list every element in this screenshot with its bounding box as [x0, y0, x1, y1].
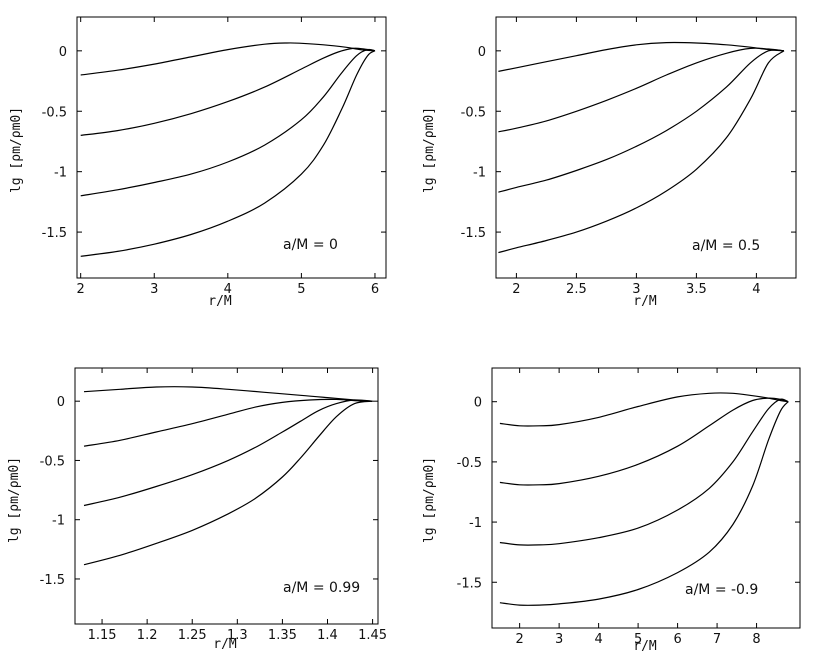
x-tick-label: 3	[150, 282, 158, 297]
x-tick-label: 5	[297, 282, 305, 297]
y-tick-label: 0	[57, 395, 65, 410]
y-tick-label: -0.5	[457, 456, 482, 471]
x-tick-label: 1.2	[137, 628, 158, 643]
y-tick-label: -1.5	[461, 226, 486, 241]
x-tick-label: 4	[224, 282, 232, 297]
density-curve-2	[498, 47, 785, 133]
x-axis-title: r/M	[633, 294, 657, 309]
density-curve-2	[499, 397, 789, 486]
y-tick-label: -1	[54, 166, 67, 181]
y-tick-label: -1	[473, 166, 486, 181]
y-axis-title: lg [ρm/ρm0]	[422, 107, 437, 193]
chart-panel-3: 1.15 1.2 1.25 1.3 1.35 1.4 1.45 0 -0.5 -1 -1.5 r/M l…	[7, 367, 387, 652]
y-axis-title: lg [ρm/ρm0]	[422, 457, 437, 543]
x-tick-label: 3	[632, 282, 640, 297]
density-curve-3	[499, 398, 789, 546]
x-tick-label: 5	[634, 632, 642, 647]
plot-frame	[495, 16, 797, 279]
y-tick-label: -1.5	[457, 576, 482, 591]
y-tick-label: 0	[478, 45, 486, 60]
density-curve-1	[80, 42, 376, 76]
x-axis-title: r/M	[208, 294, 232, 309]
x-tick-label: 3.5	[686, 282, 707, 297]
x-tick-label: 4	[752, 282, 760, 297]
y-tick-label: -1	[52, 514, 65, 529]
x-tick-label: 4	[594, 632, 602, 647]
x-tick-label: 1.45	[358, 628, 387, 643]
x-tick-label: 8	[752, 632, 760, 647]
y-tick-label: -1.5	[40, 573, 65, 588]
y-tick-label: 0	[59, 45, 67, 60]
y-tick-label: -1.5	[42, 226, 67, 241]
x-tick-label: 2	[516, 632, 524, 647]
x-tick-label: 2.5	[566, 282, 587, 297]
x-tick-label: 2	[77, 282, 85, 297]
y-tick-label: 0	[474, 396, 482, 411]
density-curve-1	[83, 386, 373, 402]
x-tick-label: 2	[512, 282, 520, 297]
plot-frame	[74, 367, 379, 625]
x-tick-label: 6	[673, 632, 681, 647]
plot-frame	[491, 367, 801, 629]
density-curve-3	[498, 49, 785, 193]
density-curve-4	[83, 400, 373, 566]
x-axis-title: r/M	[213, 637, 237, 652]
density-curve-1	[498, 41, 785, 72]
density-curve-2	[80, 47, 376, 136]
y-tick-label: -0.5	[461, 105, 486, 120]
y-tick-label: -0.5	[40, 454, 65, 469]
density-curve-4	[499, 401, 789, 606]
x-tick-label: 6	[371, 282, 379, 297]
density-curve-1	[499, 392, 789, 427]
chart-panel-2: 2 2.5 3 3.5 4 0 -0.5 -1 -1.5 r/M lg [ρm/ρm0] a/M = …	[422, 16, 797, 309]
y-tick-label: -0.5	[42, 105, 67, 120]
chart-panel-4: 2 3 4 5 6 7 8 0 -0.5 -1 -1.5 r/M lg [ρm/ρm0] a/M = -0…	[422, 367, 801, 654]
density-curve-3	[83, 399, 373, 507]
spin-annotation: a/M = 0.5	[692, 238, 760, 254]
x-axis-title: r/M	[633, 639, 657, 654]
x-tick-label: 1.25	[178, 628, 207, 643]
y-axis-title: lg [ρm/ρm0]	[7, 457, 22, 543]
density-curve-3	[80, 48, 376, 197]
density-curve-4	[498, 50, 785, 254]
spin-annotation: a/M = -0.9	[685, 582, 758, 598]
x-tick-label: 7	[713, 632, 721, 647]
y-axis-title: lg [ρm/ρm0]	[9, 107, 24, 193]
density-curve-4	[80, 50, 376, 257]
x-tick-label: 1.3	[227, 628, 248, 643]
x-tick-label: 3	[555, 632, 563, 647]
spin-annotation: a/M = 0.99	[283, 580, 360, 596]
x-tick-label: 1.15	[88, 628, 117, 643]
spin-annotation: a/M = 0	[283, 237, 338, 253]
density-curve-2	[83, 398, 373, 447]
chart-panel-1: 2 3 4 5 6 0 -0.5 -1 -1.5 r/M lg [ρm/ρm0] a/M = 0	[9, 16, 387, 309]
x-tick-label: 1.35	[268, 628, 297, 643]
y-tick-label: -1	[469, 516, 482, 531]
plot-frame	[76, 16, 387, 279]
x-tick-label: 1.4	[317, 628, 338, 643]
